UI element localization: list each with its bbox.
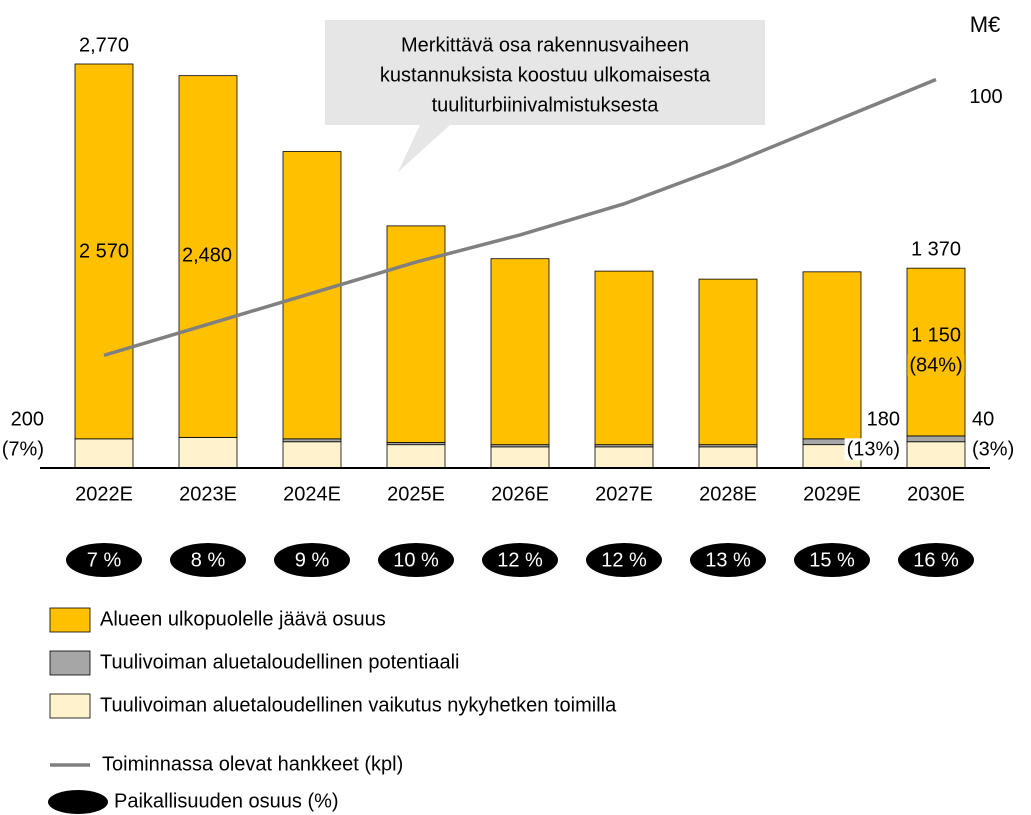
label-bg	[908, 324, 964, 347]
bar-segment	[282, 151, 342, 440]
data-label: (13%)	[847, 438, 900, 460]
share-oval	[274, 543, 350, 577]
share-label: 15 %	[809, 549, 855, 571]
share-label: 10 %	[393, 549, 439, 571]
share-oval	[794, 543, 870, 577]
bar-segment	[490, 446, 550, 469]
share-label: 9 %	[295, 549, 330, 571]
share-label: 12 %	[497, 549, 543, 571]
label-bg	[844, 438, 902, 461]
data-label: 100	[969, 86, 1002, 108]
bar-segment	[906, 267, 966, 437]
data-label: 40	[972, 408, 994, 430]
data-label: 2,480	[182, 244, 232, 266]
share-label: 12 %	[601, 549, 647, 571]
x-tick-label: 2024E	[283, 483, 341, 505]
legend-label: Tuulivoiman aluetaloudellinen vaikutus n…	[100, 694, 617, 716]
share-oval	[170, 543, 246, 577]
share-oval	[690, 543, 766, 577]
x-tick-label: 2029E	[803, 483, 861, 505]
label-bg	[907, 354, 965, 377]
bar-segment	[906, 441, 966, 469]
share-label: 16 %	[913, 549, 959, 571]
x-tick-label: 2023E	[179, 483, 237, 505]
data-label: 2,770	[79, 34, 129, 56]
bar-segment	[802, 271, 862, 440]
bar-segment	[594, 270, 654, 446]
bar-segment	[282, 441, 342, 469]
x-tick-label: 2025E	[387, 483, 445, 505]
data-label: 1 370	[911, 238, 961, 260]
bar-segment	[178, 436, 238, 469]
bar-segment	[594, 446, 654, 469]
bar-segment	[386, 444, 446, 469]
legend-swatch	[49, 650, 91, 676]
share-oval	[482, 543, 558, 577]
data-label: 200	[11, 408, 44, 430]
label-bg	[76, 240, 132, 263]
bar-segment	[490, 258, 550, 446]
bar-segment	[698, 278, 758, 446]
x-tick-label: 2030E	[907, 483, 965, 505]
legend-label: Paikallisuuden osuus (%)	[114, 790, 339, 812]
share-label: 7 %	[87, 549, 122, 571]
annotation: kustannuksista koostuu ulkomaisesta	[380, 64, 711, 86]
line	[103, 77, 937, 358]
bar-segment	[906, 435, 966, 443]
x-tick-label: 2026E	[491, 483, 549, 505]
share-label: 13 %	[705, 549, 751, 571]
label-bg	[864, 408, 902, 431]
legend-label: Toiminnassa olevat hankkeet (kpl)	[102, 753, 403, 775]
x-tick-label: 2022E	[75, 483, 133, 505]
data-label: (84%)	[909, 354, 962, 376]
legend-swatch	[49, 693, 91, 719]
share-oval	[586, 543, 662, 577]
annotation: Merkittävä osa rakennusvaiheen	[401, 34, 689, 56]
share-oval	[66, 543, 142, 577]
annotation: tuuliturbiinivalmistuksesta	[432, 94, 660, 116]
data-label: 1 150	[911, 324, 961, 346]
label-bg	[179, 244, 235, 267]
data-label: 2 570	[79, 240, 129, 262]
bar-segment	[74, 438, 134, 469]
legend-label: Alueen ulkopuolelle jäävä osuus	[100, 608, 386, 630]
share-oval	[898, 543, 974, 577]
bar-segment	[698, 446, 758, 469]
legend-label: Tuulivoiman aluetaloudellinen potentiaal…	[100, 651, 460, 673]
legend-swatch	[49, 607, 91, 633]
data-label: (7%)	[2, 438, 44, 460]
x-tick-label: 2028E	[699, 483, 757, 505]
bar-segment	[282, 438, 342, 443]
share-label: 8 %	[191, 549, 226, 571]
data-label: (3%)	[972, 438, 1014, 460]
x-tick-label: 2027E	[595, 483, 653, 505]
callout	[325, 20, 765, 172]
share-oval	[378, 543, 454, 577]
legend-swatch	[48, 790, 108, 814]
unit-label: M€	[970, 12, 1001, 37]
data-label: 180	[867, 408, 900, 430]
